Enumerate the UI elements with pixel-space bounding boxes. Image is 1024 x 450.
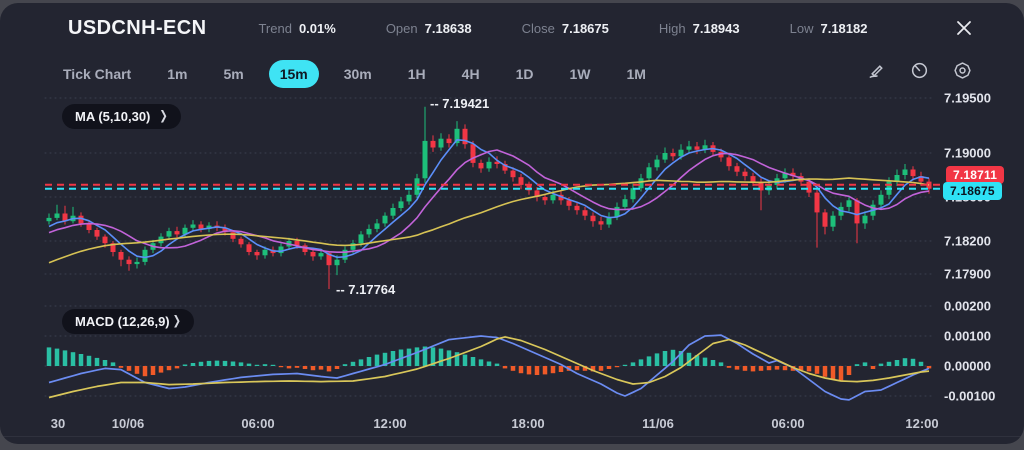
tab-30m[interactable]: 30m	[343, 66, 372, 82]
tab-1m-month[interactable]: 1M	[626, 66, 646, 82]
macd-histogram	[46, 346, 932, 381]
ohlc-stats: Trend 0.01% Open 7.18638 Close 7.18675 H…	[258, 21, 867, 36]
tab-1h[interactable]: 1H	[407, 66, 426, 82]
high-price-annotation: -- 7.19421	[430, 96, 490, 111]
close-icon[interactable]	[954, 18, 974, 38]
ma-lines	[48, 139, 930, 264]
svg-text:0.00200: 0.00200	[944, 299, 991, 314]
svg-text:06:00: 06:00	[771, 416, 804, 431]
ma-indicator-label: MA (5,10,30)	[75, 109, 151, 124]
gridlines: 7.195007.190007.186007.182007.179000.002…	[44, 91, 995, 431]
svg-text:18:00: 18:00	[511, 416, 544, 431]
chevron-right-icon: ❯	[172, 314, 182, 329]
draw-icon[interactable]	[867, 61, 886, 80]
svg-text:10/06: 10/06	[112, 416, 145, 431]
tab-1m[interactable]: 1m	[167, 66, 188, 82]
svg-text:06:00: 06:00	[241, 416, 274, 431]
svg-text:7.18200: 7.18200	[944, 234, 991, 249]
low-price-annotation: -- 7.17764	[336, 282, 396, 297]
signal-line	[48, 336, 930, 399]
svg-text:12:00: 12:00	[905, 416, 938, 431]
svg-text:7.17900: 7.17900	[944, 267, 991, 282]
settings-icon[interactable]	[953, 61, 972, 80]
trading-panel-card: USDCNH-ECN Trend 0.01% Open 7.18638 Clos…	[0, 3, 1024, 444]
last-price-badge: 7.18675	[943, 182, 1002, 200]
macd-line	[48, 334, 930, 401]
macd-indicator-pill[interactable]: MACD (12,26,9) ❯	[62, 309, 195, 334]
chart-header: USDCNH-ECN Trend 0.01% Open 7.18638 Clos…	[0, 3, 1024, 53]
candlestick-chart[interactable]: 7.195007.190007.186007.182007.179000.002…	[0, 3, 1024, 444]
svg-text:11/06: 11/06	[642, 416, 674, 431]
stat-high: High 7.18943	[658, 20, 740, 36]
stat-open: Open 7.18638	[385, 20, 472, 36]
svg-text:7.19000: 7.19000	[944, 146, 991, 161]
tab-4h[interactable]: 4H	[461, 66, 480, 82]
symbol-title: USDCNH-ECN	[68, 16, 207, 39]
tab-tick-chart[interactable]: Tick Chart	[63, 66, 132, 82]
svg-text:0.00100: 0.00100	[944, 329, 991, 344]
macd-indicator-label: MACD (12,26,9)	[75, 314, 170, 329]
candles	[46, 106, 932, 289]
stat-close: Close 7.18675	[521, 20, 609, 36]
bottom-divider	[0, 436, 1024, 437]
tab-5m[interactable]: 5m	[223, 66, 244, 82]
svg-text:0.00000: 0.00000	[944, 359, 991, 374]
chevron-right-icon: ❯	[159, 109, 168, 124]
tab-15m[interactable]: 15m	[268, 60, 319, 88]
timeframe-tabbar: Tick Chart 1m 5m 15m 30m 1H 4H 1D 1W 1M	[52, 58, 657, 90]
ma-indicator-pill[interactable]: MA (5,10,30) ❯	[62, 104, 181, 129]
stat-low: Low 7.18182	[789, 20, 868, 36]
stat-trend: Trend 0.01%	[258, 20, 336, 36]
svg-text:-0.00100: -0.00100	[944, 389, 995, 404]
chart-tools	[867, 61, 972, 80]
ask-price-badge: 7.18711	[946, 166, 1005, 184]
svg-text:7.19500: 7.19500	[944, 91, 991, 106]
tab-1d[interactable]: 1D	[515, 66, 534, 82]
svg-text:30: 30	[51, 416, 65, 431]
tab-1w[interactable]: 1W	[569, 66, 591, 82]
svg-text:12:00: 12:00	[373, 416, 406, 431]
gauge-icon[interactable]	[910, 61, 929, 80]
